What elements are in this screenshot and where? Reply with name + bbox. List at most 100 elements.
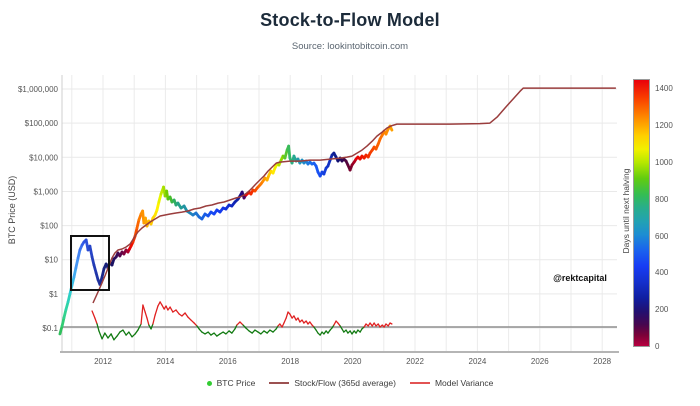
model-variance-segment bbox=[154, 305, 159, 316]
model-variance-segment bbox=[190, 319, 195, 324]
model-variance-segment bbox=[131, 333, 136, 338]
colorbar-tick-label: 200 bbox=[655, 305, 669, 315]
legend-label: BTC Price bbox=[216, 378, 256, 388]
x-tick-label: 2020 bbox=[344, 357, 362, 366]
model-variance-segment bbox=[137, 323, 142, 331]
y-tick-label: $100,000 bbox=[25, 119, 59, 128]
model-variance-segment bbox=[289, 313, 293, 319]
model-variance-segment bbox=[297, 317, 301, 323]
model-variance-segment bbox=[96, 323, 100, 332]
model-variance-segment bbox=[198, 328, 203, 333]
y-tick-label: $0.1 bbox=[42, 324, 58, 333]
model-variance-segment bbox=[101, 332, 106, 340]
model-variance-segment bbox=[107, 333, 112, 339]
model-variance-segment bbox=[116, 331, 121, 337]
legend-label: Model Variance bbox=[434, 378, 494, 388]
btc-price-segment bbox=[72, 266, 78, 279]
2011-bubble-box bbox=[70, 235, 110, 291]
model-variance-segment bbox=[91, 310, 96, 319]
model-variance-segment bbox=[140, 304, 144, 325]
model-variance-segment bbox=[242, 324, 247, 329]
legend-item[interactable]: Stock/Flow (365d average) bbox=[269, 378, 396, 388]
model-variance-segment bbox=[234, 324, 238, 330]
model-variance-segment bbox=[260, 330, 265, 335]
model-variance-segment bbox=[333, 320, 337, 326]
model-variance-segment bbox=[152, 314, 156, 325]
model-variance-segment bbox=[181, 312, 186, 317]
colorbar-tick-label: 1400 bbox=[655, 84, 673, 94]
chart-title: Stock-to-Flow Model bbox=[260, 10, 440, 30]
x-tick-label: 2024 bbox=[469, 357, 487, 366]
model-variance-segment bbox=[161, 304, 165, 310]
btc-price-segment bbox=[88, 244, 94, 259]
model-variance-segment bbox=[104, 332, 109, 339]
colorbar-tick-label: 0 bbox=[655, 342, 660, 351]
model-variance-segment bbox=[207, 331, 212, 336]
model-variance-segment bbox=[150, 323, 154, 330]
model-variance-segment bbox=[225, 330, 230, 335]
x-tick-label: 2022 bbox=[406, 357, 424, 366]
x-tick-label: 2028 bbox=[593, 357, 611, 366]
model-variance-segment bbox=[236, 321, 241, 326]
model-variance-segment bbox=[175, 309, 180, 315]
x-tick-label: 2026 bbox=[531, 357, 549, 366]
legend-label: Stock/Flow (365d average) bbox=[294, 378, 396, 388]
model-variance-segment bbox=[134, 329, 139, 335]
colorbar-tick-label: 800 bbox=[655, 194, 669, 204]
colorbar-tick-label: 1200 bbox=[655, 121, 673, 131]
model-variance-segment bbox=[142, 304, 146, 313]
y-tick-label: $100 bbox=[40, 222, 58, 231]
model-variance-segment bbox=[122, 329, 127, 336]
y-tick-label: $10 bbox=[45, 256, 59, 265]
model-variance-segment bbox=[98, 330, 103, 340]
colorbar-tick-label: 400 bbox=[655, 268, 669, 278]
colorbar-title: Days until next halving bbox=[621, 168, 631, 254]
colorbar-tick-label: 1000 bbox=[655, 157, 673, 167]
btc-price-segment bbox=[287, 144, 292, 160]
model-variance-segment bbox=[245, 327, 250, 332]
model-variance-segment bbox=[266, 329, 271, 334]
model-variance-segment bbox=[146, 317, 150, 326]
stockflow-model-line bbox=[92, 87, 616, 304]
model-variance-segment bbox=[389, 322, 393, 325]
colorbar bbox=[633, 79, 650, 347]
legend-dot-swatch bbox=[206, 380, 212, 386]
model-variance-segment bbox=[285, 311, 289, 319]
model-variance-segment bbox=[157, 301, 161, 307]
model-variance-segment bbox=[110, 333, 115, 341]
model-variance-segment bbox=[213, 332, 218, 337]
y-tick-label: $1,000,000 bbox=[18, 85, 59, 94]
y-axis-title: BTC Price (USD) bbox=[7, 175, 17, 245]
model-variance-segment bbox=[239, 321, 244, 326]
model-variance-segment bbox=[272, 328, 277, 333]
colorbar-tick-label: 600 bbox=[655, 231, 669, 241]
model-variance-segment bbox=[169, 306, 174, 313]
legend-line-swatch bbox=[409, 382, 430, 384]
model-variance-segment bbox=[94, 317, 98, 325]
x-tick-label: 2012 bbox=[94, 357, 112, 366]
x-tick-label: 2016 bbox=[219, 357, 237, 366]
x-tick-label: 2014 bbox=[157, 357, 175, 366]
model-variance-segment bbox=[128, 331, 133, 338]
legend-item[interactable]: BTC Price bbox=[206, 378, 256, 388]
legend-line-swatch bbox=[269, 382, 290, 384]
btc-price-segment bbox=[60, 316, 66, 328]
model-variance-segment bbox=[281, 322, 285, 328]
model-variance-segment bbox=[251, 329, 256, 334]
model-variance-segment bbox=[184, 312, 189, 318]
btc-price-segment bbox=[100, 267, 106, 279]
model-variance-segment bbox=[125, 331, 130, 336]
y-tick-label: $1 bbox=[49, 290, 58, 299]
btc-price-segment bbox=[70, 275, 76, 288]
model-variance-segment bbox=[193, 322, 198, 327]
legend-item[interactable]: Model Variance bbox=[409, 378, 494, 388]
model-variance-segment bbox=[283, 317, 287, 324]
model-variance-segment bbox=[144, 311, 148, 319]
x-tick-label: 2018 bbox=[281, 357, 299, 366]
model-variance-segment bbox=[113, 335, 118, 341]
model-variance-segment bbox=[231, 328, 236, 334]
y-tick-label: $10,000 bbox=[29, 153, 58, 162]
watermark: @rektcapital bbox=[553, 273, 607, 283]
